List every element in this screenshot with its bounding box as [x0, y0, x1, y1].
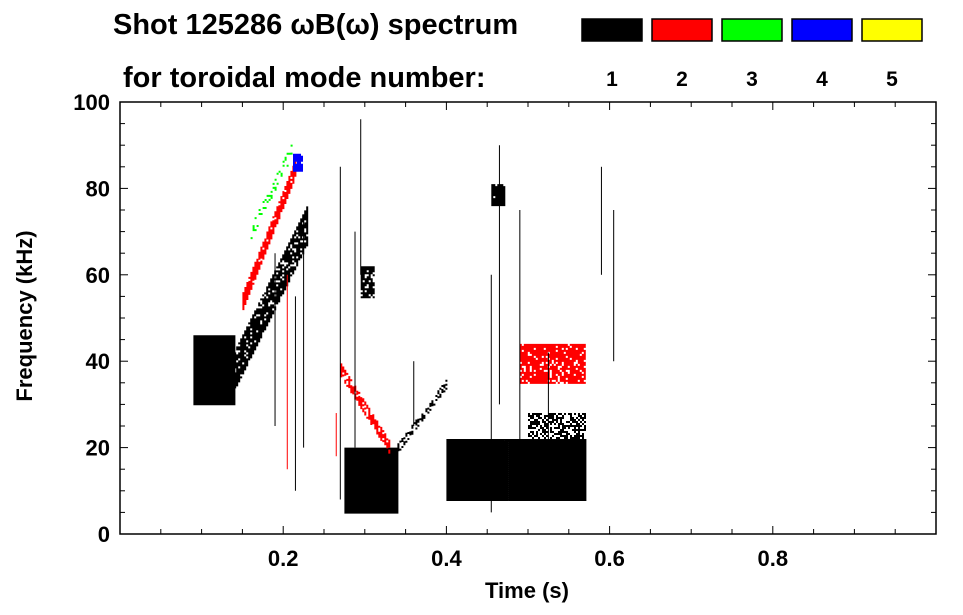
- series-cells: [340, 363, 391, 454]
- legend-swatch-mode-5: [861, 18, 923, 42]
- y-tick-label: 0: [98, 522, 110, 547]
- chart-title-line1: Shot 125286 ωB(ω) spectrum: [113, 9, 518, 41]
- series-n-1-upper-band: [528, 413, 586, 439]
- legend-label-mode-4: 4: [816, 68, 828, 91]
- chart-title-line2: for toroidal mode number:: [123, 62, 486, 94]
- series-cells: [250, 144, 293, 240]
- series-n-2-down-chirp: [340, 363, 391, 454]
- legend-swatch-mode-3: [721, 18, 783, 42]
- series-cells: [446, 439, 587, 501]
- series-cells: [360, 266, 375, 299]
- legend-label-mode-5: 5: [886, 68, 898, 91]
- series-cells: [519, 343, 586, 384]
- series-n-4-blip: [293, 153, 303, 172]
- axes: 0.2 0.4 0.6 0.8 0 20 40 60 80 100: [73, 90, 936, 571]
- legend-label-mode-1: 1: [606, 68, 618, 91]
- series-cells: [234, 206, 309, 389]
- series-n-1-high-blip: [491, 184, 506, 207]
- legend: 1 2 3 4 5: [581, 18, 923, 91]
- y-tick-label: 40: [86, 349, 110, 374]
- legend-swatch-mode-2: [651, 18, 713, 42]
- series-n-1-chirp-up: [234, 206, 309, 389]
- series-n-2-chirp: [242, 160, 297, 311]
- spectrogram-streaks: [274, 119, 615, 513]
- x-tick-label: 0.8: [758, 546, 789, 571]
- y-tick-label: 20: [86, 436, 110, 461]
- legend-swatch-mode-4: [791, 18, 853, 42]
- y-tick-label: 80: [86, 176, 110, 201]
- series-cells: [397, 379, 448, 452]
- legend-swatch-mode-1: [581, 18, 643, 42]
- x-axis-label: Time (s): [485, 578, 569, 603]
- series-cells: [193, 335, 236, 406]
- series-cells: [242, 160, 297, 311]
- series-n-1-sweep: [397, 379, 448, 452]
- x-tick-label: 0.4: [431, 546, 462, 571]
- y-axis-label: Frequency (kHz): [12, 230, 37, 401]
- legend-label-mode-3: 3: [746, 68, 758, 91]
- x-tick-label: 0.6: [594, 546, 625, 571]
- series-n-1-second-burst: [446, 439, 587, 501]
- y-tick-label: 100: [73, 90, 110, 115]
- series-n-3-chirp: [250, 144, 293, 240]
- series-cells: [344, 447, 399, 514]
- y-tick-label: 60: [86, 263, 110, 288]
- series-cells: [293, 153, 303, 172]
- spectrogram-data: [193, 119, 615, 514]
- series-cells: [491, 184, 506, 207]
- x-tick-label: 0.2: [268, 546, 299, 571]
- series-cells: [528, 413, 586, 439]
- series-n-1-mid-feature: [360, 266, 375, 299]
- series-n-1-late-burst: [344, 447, 399, 514]
- legend-label-mode-2: 2: [676, 68, 688, 91]
- series-n-1-early-broadband: [193, 335, 236, 406]
- series-n-2-40khz-mode: [519, 343, 586, 384]
